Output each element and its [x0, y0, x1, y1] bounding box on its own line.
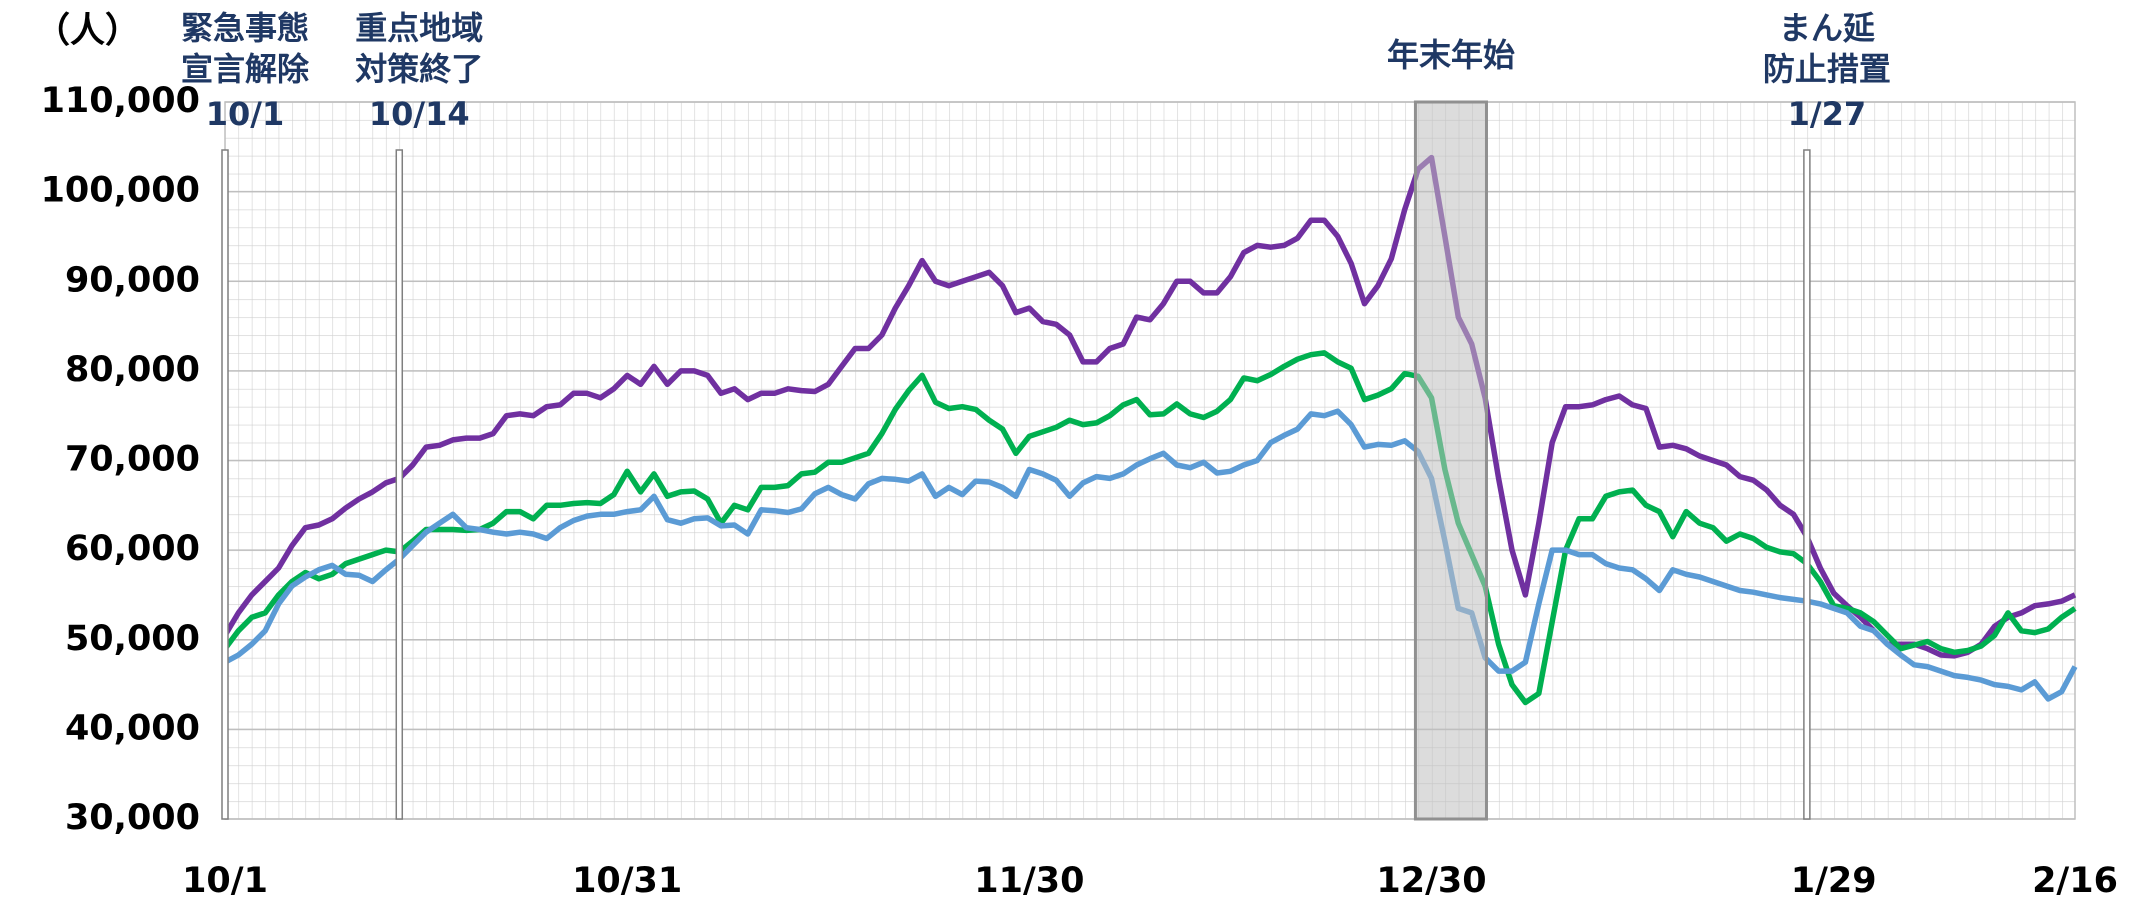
x-tick-label: 1/29	[1791, 861, 1877, 899]
period-band	[1413, 100, 1488, 821]
series-line	[222, 350, 2077, 706]
period-label: 年末年始	[1387, 36, 1515, 74]
event-line	[221, 149, 229, 820]
series-line	[223, 408, 2078, 702]
event-label: 防止措置	[1763, 50, 1891, 88]
x-tick-label: 2/16	[2032, 861, 2118, 899]
event-label: まん延	[1779, 9, 1876, 47]
x-tick-label: 10/1	[182, 861, 268, 899]
y-tick-label: 80,000	[65, 350, 200, 390]
event-line	[395, 149, 404, 820]
x-tick-label: 12/30	[1376, 861, 1486, 899]
y-tick-label: 100,000	[41, 171, 200, 211]
y-unit: （人）	[35, 11, 140, 51]
y-tick-label: 110,000	[41, 81, 200, 121]
event-line	[1803, 149, 1811, 820]
y-tick-label: 50,000	[65, 619, 200, 659]
y-tick-label: 30,000	[65, 798, 200, 838]
event-date: 10/14	[369, 95, 470, 133]
event-label: 対策終了	[355, 50, 483, 88]
event-date: 10/1	[206, 95, 284, 133]
event-label: 重点地域	[355, 9, 483, 47]
event-label: 宣言解除	[181, 50, 310, 88]
y-tick-label: 60,000	[65, 529, 200, 569]
event-date: 1/27	[1788, 95, 1866, 133]
x-tick-label: 11/30	[974, 861, 1084, 899]
series-line	[222, 154, 2077, 659]
y-tick-label: 90,000	[65, 260, 200, 300]
event-label: 緊急事態	[181, 9, 309, 47]
x-tick-label: 10/31	[572, 861, 682, 899]
y-tick-label: 40,000	[65, 708, 200, 748]
y-tick-label: 70,000	[65, 440, 200, 480]
